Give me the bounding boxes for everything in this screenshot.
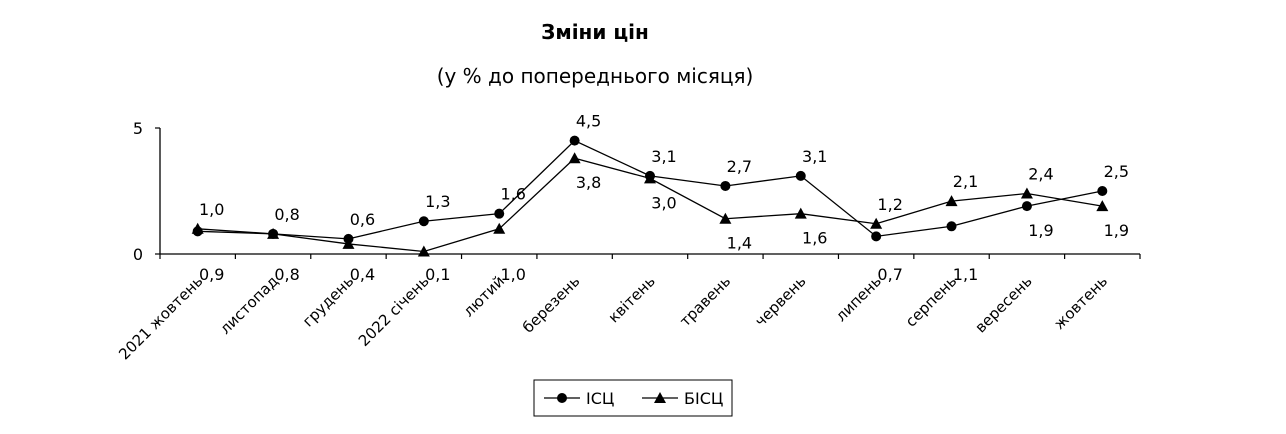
bisc-point [191, 222, 204, 234]
data-label: 1,6 [802, 229, 827, 248]
y-tick-label: 5 [133, 119, 143, 138]
data-label: 3,8 [576, 173, 601, 192]
data-label: 1,9 [1028, 221, 1053, 240]
bisc-point [568, 152, 581, 164]
data-label: 0,7 [877, 265, 902, 284]
data-label: 1,4 [727, 234, 752, 253]
data-label: 2,7 [727, 157, 752, 176]
x-tick-label: вересень [971, 272, 1035, 336]
bisc-point [417, 245, 430, 257]
isc-point [418, 216, 429, 227]
data-label: 2,4 [1028, 165, 1053, 184]
x-tick-label: серпень [902, 272, 960, 330]
y-tick-label: 0 [133, 245, 143, 264]
data-label: 0,6 [350, 210, 375, 229]
chart-title: Зміни цін [541, 20, 649, 44]
data-label: 0,8 [274, 265, 299, 284]
data-label: 2,1 [953, 172, 978, 191]
legend-bisc-label: БІСЦ [684, 389, 723, 408]
isc-point [569, 135, 580, 146]
data-label: 3,1 [802, 147, 827, 166]
isc-point [946, 221, 957, 232]
legend-isc-marker [557, 393, 567, 403]
bisc-point [493, 222, 506, 234]
x-tick-label: жовтень [1050, 272, 1111, 333]
bisc-point [719, 212, 732, 224]
data-label: 0,4 [350, 265, 375, 284]
x-tick-label: листопад [216, 272, 282, 338]
data-label: 1,9 [1104, 221, 1129, 240]
data-label: 1,0 [501, 265, 526, 284]
data-label: 1,2 [877, 195, 902, 214]
x-tick-label: квітень [605, 272, 659, 326]
bisc-point [644, 172, 656, 184]
data-label: 3,0 [651, 193, 676, 212]
bisc-point [342, 237, 355, 249]
bisc-point [794, 207, 807, 219]
isc-point [1097, 186, 1108, 196]
data-label: 1,3 [425, 192, 450, 211]
x-tick-label: 2021 жовтень [115, 272, 206, 363]
isc-point [871, 231, 882, 242]
bisc-point [945, 195, 958, 207]
isc-point [720, 180, 731, 191]
isc-point [494, 208, 505, 219]
bisc-point [267, 227, 280, 239]
data-label: 1,6 [501, 185, 526, 204]
data-label: 4,5 [576, 112, 601, 131]
x-tick-label: березень [519, 272, 583, 336]
x-tick-label: травень [676, 272, 734, 330]
x-tick-label: червень [751, 272, 809, 330]
data-label: 3,1 [651, 147, 676, 166]
bisc-point [1096, 200, 1109, 212]
data-label: 0,9 [199, 265, 224, 284]
data-label: 0,1 [425, 265, 450, 284]
data-label: 1,0 [199, 200, 224, 219]
data-label: 0,8 [274, 205, 299, 224]
bisc-point [870, 217, 883, 229]
bisc-point [1020, 187, 1033, 199]
legend-isc-label: ІСЦ [586, 389, 614, 408]
data-label: 1,1 [953, 265, 978, 284]
isc-point [795, 170, 806, 181]
x-tick-label: грудень [299, 272, 357, 330]
data-label: 2,5 [1104, 162, 1129, 181]
isc-point [1021, 201, 1032, 212]
legend-bisc-marker [654, 392, 666, 403]
chart-subtitle: (у % до попереднього місяця) [436, 64, 754, 88]
